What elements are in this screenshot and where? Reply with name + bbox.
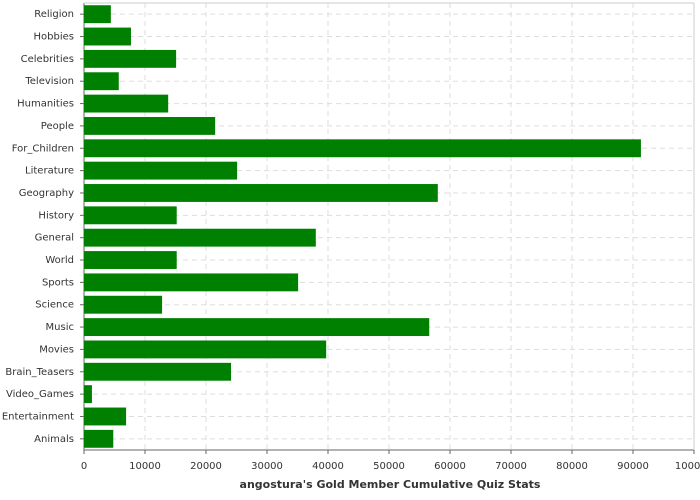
- y-tick-label: Literature: [25, 166, 74, 177]
- y-tick-label: Television: [24, 76, 74, 87]
- x-tick-label: 40000: [312, 461, 344, 472]
- y-tick-label: Entertainment: [2, 411, 74, 422]
- x-tick-label: 70000: [495, 461, 527, 472]
- x-axis-title: angostura's Gold Member Cumulative Quiz …: [240, 478, 541, 491]
- bar: [84, 116, 216, 135]
- bar: [84, 318, 430, 337]
- y-tick-label: Religion: [34, 9, 74, 20]
- bar: [84, 139, 641, 158]
- x-tick-label: 60000: [434, 461, 466, 472]
- x-tick-label: 80000: [556, 461, 588, 472]
- y-tick-label: Video_Games: [6, 389, 74, 400]
- x-tick-label: 50000: [373, 461, 405, 472]
- bar: [84, 206, 177, 225]
- y-tick-label: World: [45, 255, 74, 266]
- x-tick-label: 0: [81, 461, 87, 472]
- bar: [84, 161, 238, 180]
- x-tick-label: 30000: [251, 461, 283, 472]
- bar: [84, 340, 327, 359]
- y-tick-label: Celebrities: [21, 54, 74, 65]
- bar: [84, 5, 111, 24]
- bar: [84, 49, 177, 68]
- y-tick-label: For_Children: [12, 143, 74, 154]
- x-tick-label: 90000: [617, 461, 649, 472]
- y-tick-label: Hobbies: [34, 32, 74, 43]
- bar: [84, 407, 127, 426]
- y-tick-label: People: [41, 121, 74, 132]
- bar: [84, 228, 316, 247]
- bar: [84, 429, 114, 448]
- bar: [84, 385, 92, 404]
- bar: [84, 184, 438, 202]
- y-tick-label: Movies: [39, 344, 74, 355]
- y-tick-label: Sports: [42, 277, 74, 288]
- x-tick-label: 10000: [129, 461, 161, 472]
- y-tick-label: General: [35, 233, 74, 244]
- bar: [84, 72, 119, 91]
- x-tick-label: 100000: [675, 461, 700, 472]
- bar: [84, 273, 299, 292]
- bar: [84, 27, 131, 46]
- bar: [84, 295, 163, 314]
- bar: [84, 94, 169, 113]
- bar: [84, 362, 232, 381]
- bar: [84, 251, 177, 269]
- y-tick-label: Brain_Teasers: [5, 367, 74, 378]
- y-tick-label: Science: [35, 300, 74, 311]
- y-tick-label: History: [38, 210, 74, 221]
- y-tick-label: Humanities: [17, 99, 74, 110]
- y-tick-label: Animals: [34, 434, 74, 445]
- y-tick-label: Music: [46, 322, 74, 333]
- x-tick-label: 20000: [190, 461, 222, 472]
- y-tick-label: Geography: [19, 188, 74, 199]
